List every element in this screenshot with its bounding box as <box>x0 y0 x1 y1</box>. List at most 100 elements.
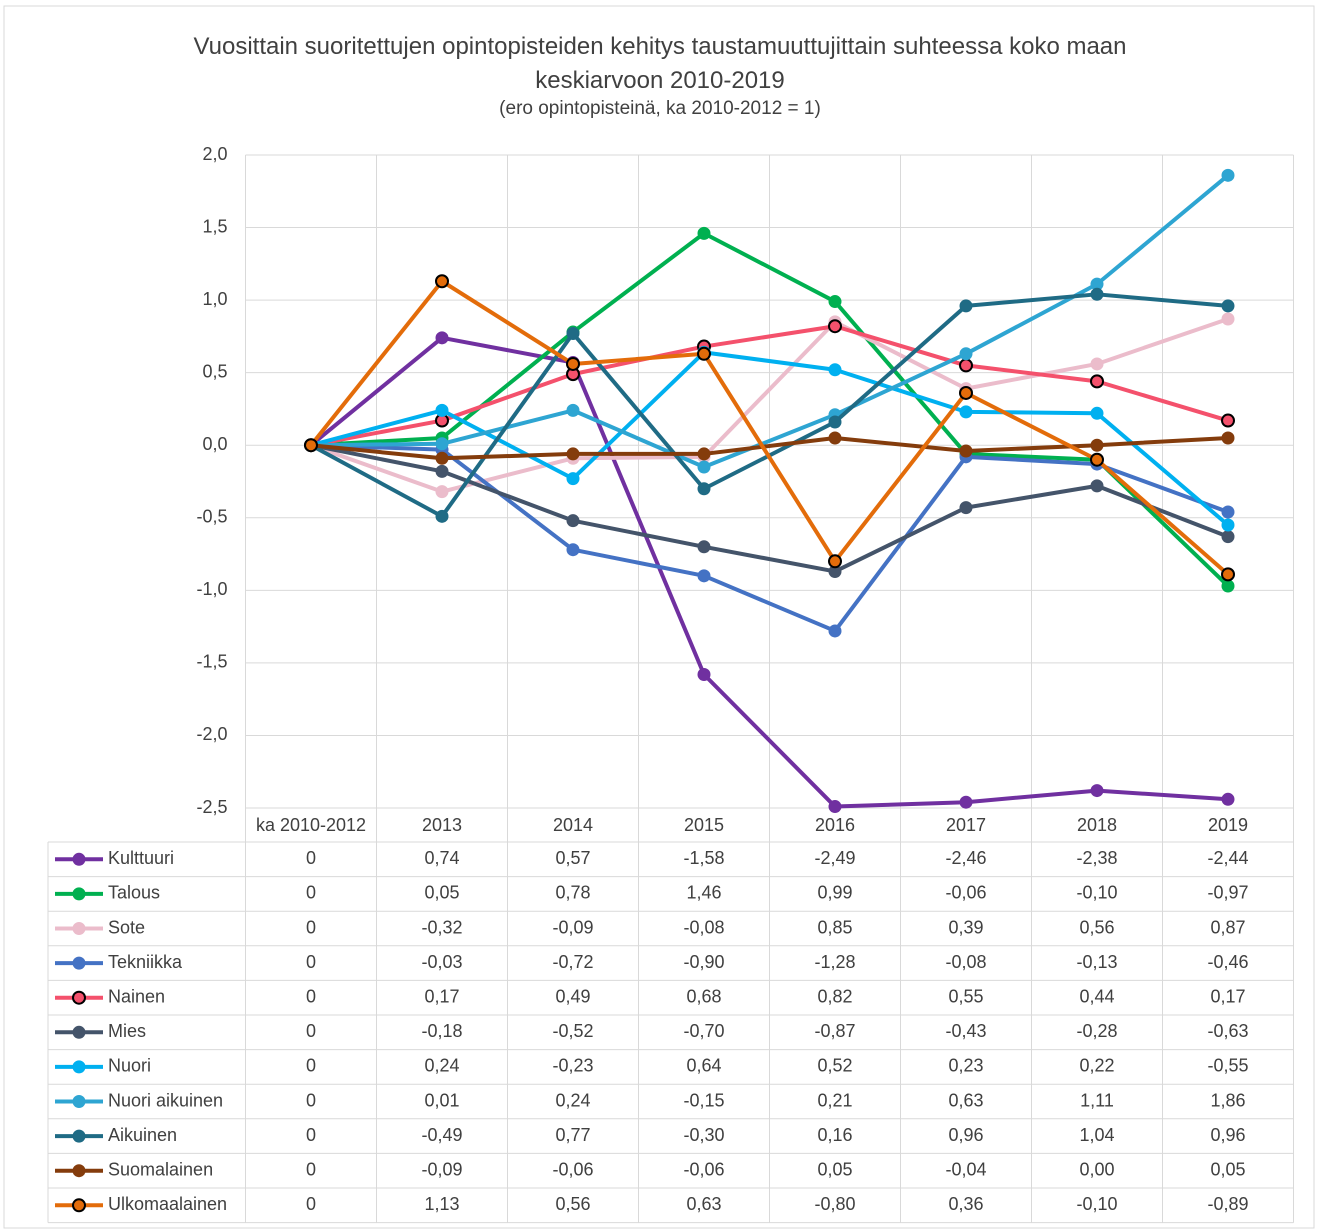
marker <box>697 540 711 554</box>
marker <box>435 509 449 523</box>
legend-key-marker <box>72 887 86 901</box>
marker <box>566 543 580 557</box>
marker <box>1090 357 1104 371</box>
table-cell: 0,36 <box>948 1194 983 1214</box>
table-cell: -2,46 <box>945 848 986 868</box>
table-cell: -0,13 <box>1076 952 1117 972</box>
series-line <box>310 443 1229 633</box>
legend-key-marker <box>72 1198 86 1213</box>
marker <box>1221 567 1235 582</box>
marker <box>828 319 842 334</box>
table-cell: -1,58 <box>683 848 724 868</box>
table-cell: -0,09 <box>421 1159 462 1179</box>
series-line <box>310 435 1229 461</box>
marker <box>828 363 842 377</box>
table-cell: 0,22 <box>1079 1056 1114 1076</box>
table-cell: -0,03 <box>421 952 462 972</box>
legend-label: Nuori aikuinen <box>108 1090 223 1110</box>
legend-key-marker <box>72 1025 86 1039</box>
marker <box>1221 530 1235 544</box>
table-cell: 0,39 <box>948 917 983 937</box>
marker <box>566 403 580 417</box>
marker <box>959 299 973 313</box>
x-tick-label: 2019 <box>1208 815 1248 835</box>
chart-title: Vuosittain suoritettujen opintopisteiden… <box>193 33 1127 94</box>
x-tick-label: 2018 <box>1077 815 1117 835</box>
legend-key-marker <box>72 1060 86 1074</box>
table-cell: 0,96 <box>1210 1125 1245 1145</box>
x-tick-label: 2014 <box>553 815 593 835</box>
table-cell: 0,56 <box>1079 917 1114 937</box>
marker <box>959 405 973 419</box>
table-cell: -0,28 <box>1076 1021 1117 1041</box>
marker <box>1221 431 1235 445</box>
table-cell: 0 <box>306 1159 316 1179</box>
table-cell: -0,80 <box>814 1194 855 1214</box>
marker <box>828 624 842 638</box>
table-cell: -0,43 <box>945 1021 986 1041</box>
table-cell: 0,05 <box>817 1159 852 1179</box>
y-tick-label: -2,5 <box>196 797 227 817</box>
legend-label: Talous <box>108 883 160 903</box>
table-cell: -1,28 <box>814 952 855 972</box>
marker <box>1221 299 1235 313</box>
y-tick-label: 1,5 <box>202 216 227 236</box>
table-cell: -0,87 <box>814 1021 855 1041</box>
marker <box>1221 792 1235 806</box>
marker <box>1221 579 1235 593</box>
table-cell: -0,70 <box>683 1021 724 1041</box>
series-line <box>309 335 1229 809</box>
table-cell: -0,72 <box>552 952 593 972</box>
table-cell: -0,23 <box>552 1056 593 1076</box>
table-cell: 0 <box>306 1194 316 1214</box>
table-cell: -0,15 <box>683 1090 724 1110</box>
marker <box>435 464 449 478</box>
table-cell: 1,46 <box>686 883 721 903</box>
table-cell: 0,24 <box>424 1056 459 1076</box>
marker <box>566 472 580 486</box>
table-cell: 0,74 <box>424 848 459 868</box>
table-cell: -0,04 <box>945 1159 986 1179</box>
table-cell: 0,64 <box>686 1056 721 1076</box>
table-cell: 0,77 <box>555 1125 590 1145</box>
marker <box>1090 287 1104 301</box>
legend-key-marker <box>72 956 86 970</box>
table-cell: 0,68 <box>686 986 721 1006</box>
table-cell: -0,90 <box>683 952 724 972</box>
legend-label: Sote <box>108 917 145 937</box>
marker <box>1221 312 1235 326</box>
table-cell: 0,52 <box>817 1056 852 1076</box>
table-cell: 1,86 <box>1210 1090 1245 1110</box>
table-cell: -2,49 <box>814 848 855 868</box>
table-cell: -0,46 <box>1207 952 1248 972</box>
table-cell: 1,04 <box>1079 1125 1114 1145</box>
marker <box>435 437 449 451</box>
table-cell: 0 <box>306 1056 316 1076</box>
table-cell: 0,23 <box>948 1056 983 1076</box>
legend-label: Mies <box>108 1021 146 1041</box>
marker <box>1090 374 1104 389</box>
marker <box>697 346 711 361</box>
y-tick-label: 2,0 <box>202 144 227 164</box>
table-cell: -0,08 <box>683 917 724 937</box>
table-cell: -0,63 <box>1207 1021 1248 1041</box>
series-line <box>309 279 1230 576</box>
marker <box>828 415 842 429</box>
x-tick-label: 2013 <box>422 815 462 835</box>
chart-subtitle: (ero opintopisteinä, ka 2010-2012 = 1) <box>499 98 821 119</box>
marker <box>697 667 711 681</box>
table-cell: 0 <box>306 848 316 868</box>
table-cell: 0,99 <box>817 883 852 903</box>
legend-label: Tekniikka <box>108 952 183 972</box>
legend-label: Nainen <box>108 986 165 1006</box>
marker <box>1090 452 1104 467</box>
table-cell: -0,30 <box>683 1125 724 1145</box>
marker <box>697 482 711 496</box>
table-cell: 0 <box>306 1125 316 1145</box>
marker <box>1221 505 1235 519</box>
marker <box>1090 784 1104 798</box>
table-cell: -0,09 <box>552 917 593 937</box>
legend-label: Suomalainen <box>108 1159 213 1179</box>
table-cell: -0,10 <box>1076 883 1117 903</box>
legend-label: Kulttuuri <box>108 848 174 868</box>
